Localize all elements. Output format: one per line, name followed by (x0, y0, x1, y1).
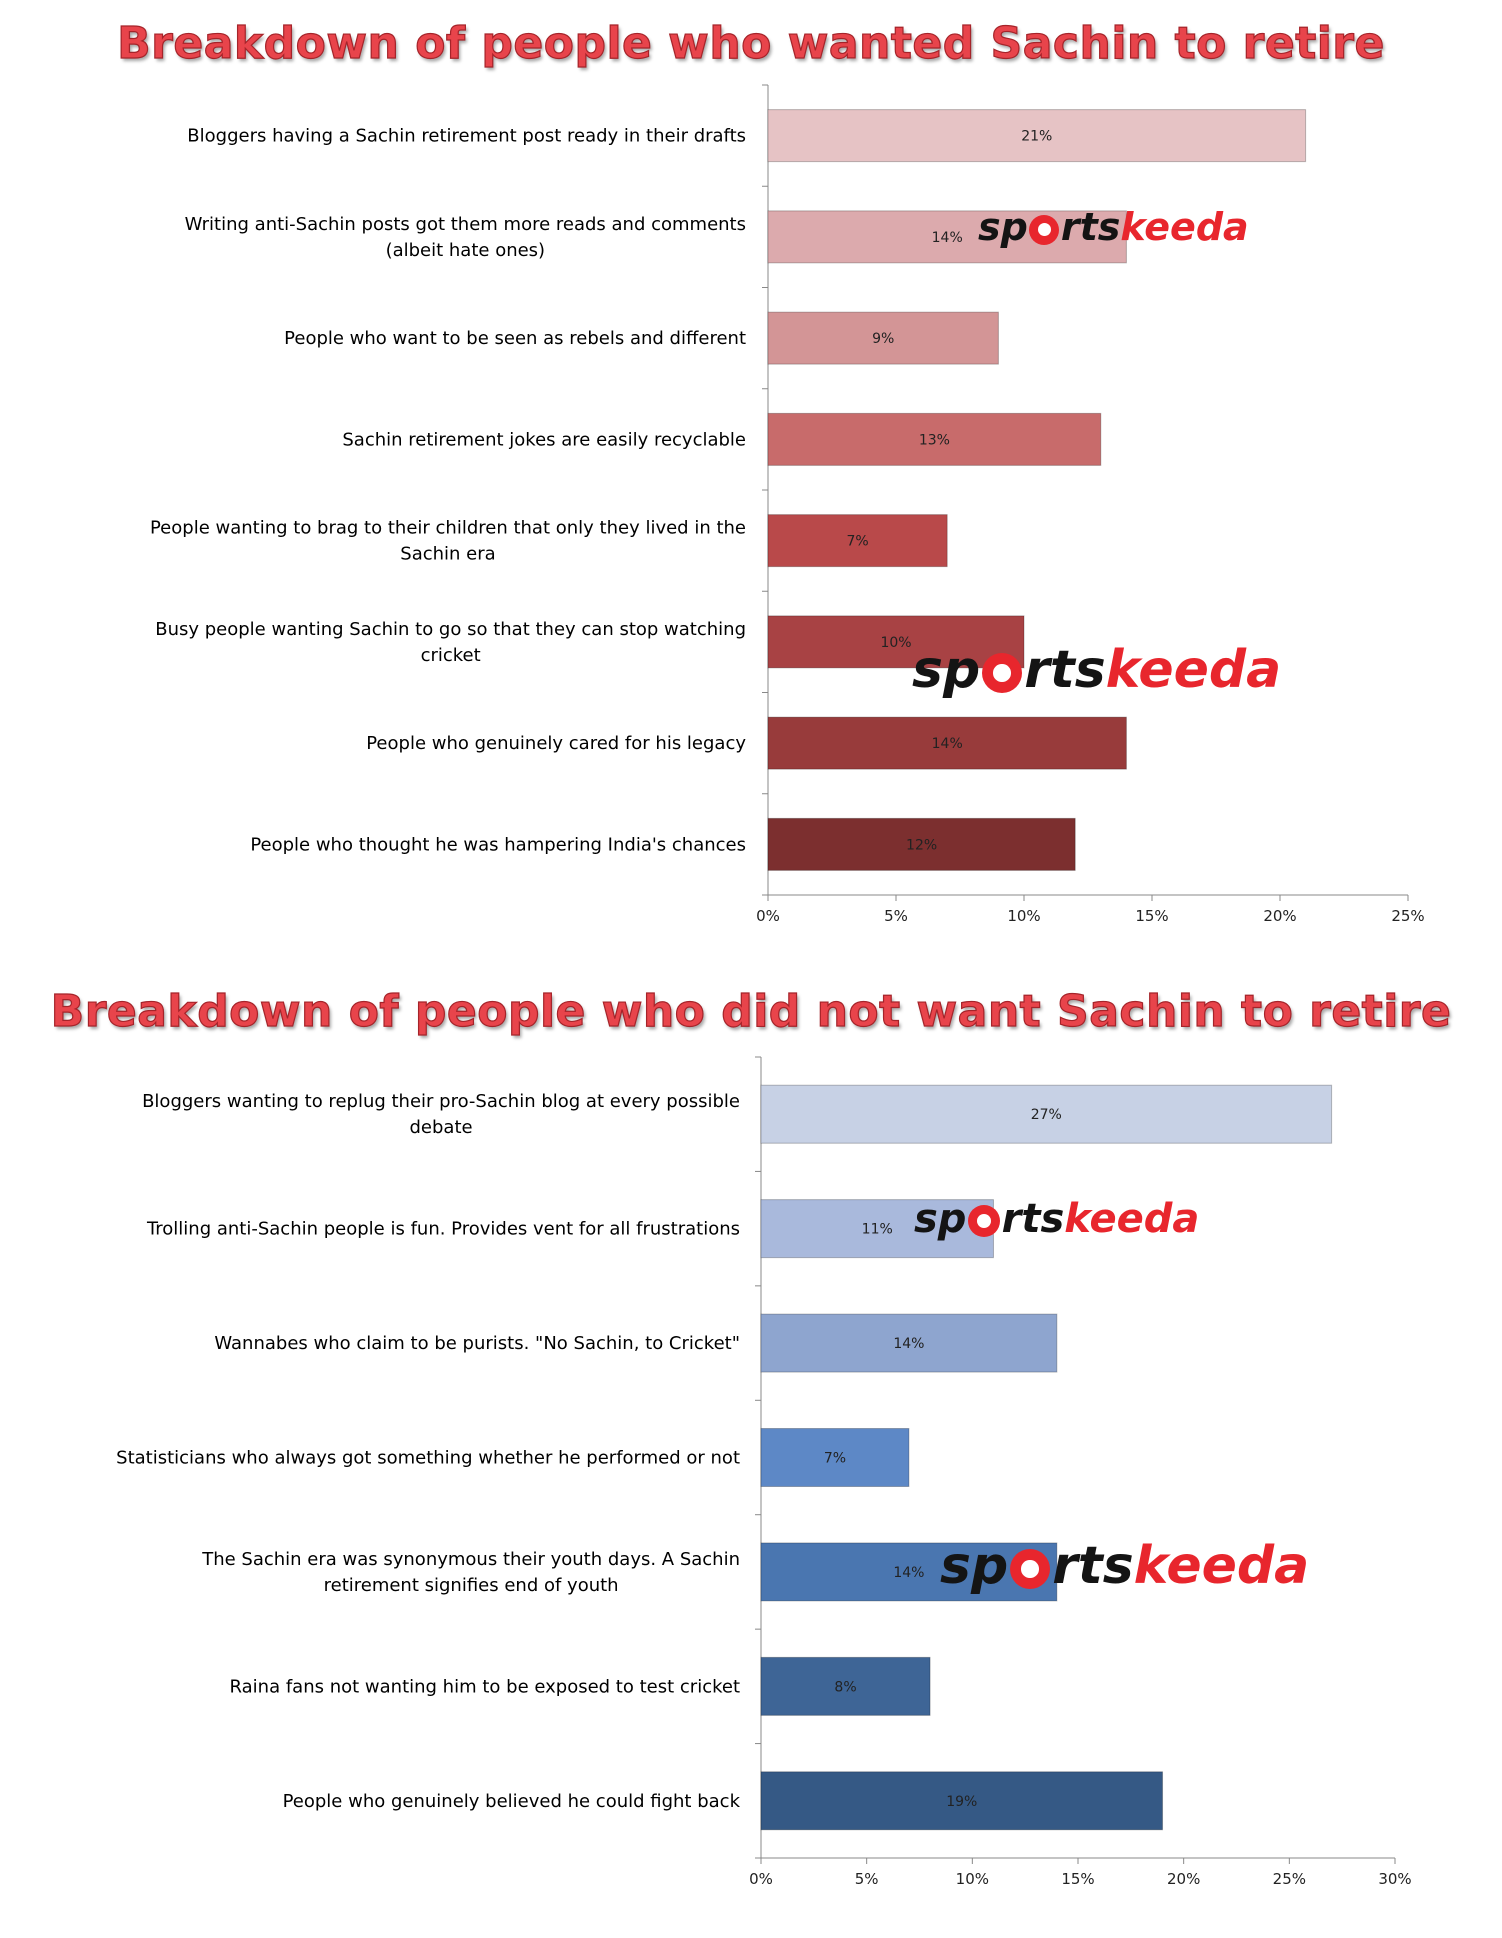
retire-data-label: 21% (1021, 129, 1052, 145)
retire-category-label: People who genuinely cared for his legac… (366, 733, 746, 754)
not-retire-category-label: The Sachin era was synonymous their yout… (201, 1549, 740, 1596)
retire-bar (767, 210, 1127, 264)
not-retire-category-label-line: The Sachin era was synonymous their yout… (201, 1549, 740, 1570)
retire-category-label-line: Busy people wanting Sachin to go so that… (155, 619, 746, 640)
not-retire-category-label: People who genuinely believed he could f… (283, 1791, 741, 1812)
not-retire-x-tick-label: 25% (1273, 1870, 1306, 1888)
retire-data-label: 14% (932, 736, 963, 752)
retire-bar (767, 109, 1307, 163)
retire-category-label-line: People who genuinely cared for his legac… (366, 733, 746, 754)
not-retire-bar (760, 1771, 1164, 1831)
not-retire-x-tick-label: 15% (1061, 1870, 1094, 1888)
retire-category-label-line: People who want to be seen as rebels and… (284, 328, 746, 349)
not-retire-data-label: 14% (893, 1565, 924, 1581)
retire-bar (767, 716, 1127, 770)
not-retire-category-label: Trolling anti-Sachin people is fun. Prov… (146, 1219, 740, 1240)
retire-data-label: 7% (846, 534, 868, 550)
retire-category-label: People who thought he was hampering Indi… (250, 834, 746, 855)
not-retire-category-label-line: Statisticians who always got something w… (116, 1448, 740, 1469)
sportskeeda-watermark-4: sp rtskeeda (940, 1536, 1310, 1596)
not-retire-category-label-line: Trolling anti-Sachin people is fun. Prov… (146, 1219, 740, 1240)
not-retire-data-label: 8% (834, 1679, 856, 1695)
retire-category-label-line: People who thought he was hampering Indi… (250, 834, 746, 855)
retire-bar (767, 311, 999, 365)
retire-x-tick-label: 5% (884, 907, 908, 925)
retire-x-tick-label: 25% (1391, 907, 1424, 925)
not-retire-x-tick-label: 0% (749, 1870, 773, 1888)
not-retire-category-label: Bloggers wanting to replug their pro-Sac… (142, 1091, 740, 1138)
sportskeeda-watermark-3: sp rtskeeda (914, 1196, 1200, 1242)
watermark-o-icon (982, 653, 1023, 693)
retire-bar (767, 817, 1076, 871)
retire-category-label: Writing anti-Sachin posts got them more … (185, 214, 746, 261)
retire-x-tick-label: 15% (1135, 907, 1168, 925)
not-retire-data-label: 11% (862, 1222, 893, 1238)
not-retire-data-label: 27% (1031, 1107, 1062, 1123)
not-retire-bar (760, 1084, 1333, 1144)
retire-data-label: 12% (906, 837, 937, 853)
not-retire-bar (760, 1199, 994, 1259)
chart-title-retire: Breakdown of people who wanted Sachin to… (117, 17, 1385, 69)
not-retire-bar (760, 1542, 1058, 1602)
not-retire-data-label: 7% (824, 1451, 846, 1467)
watermark-o-icon (1029, 214, 1060, 245)
retire-category-label-line: Bloggers having a Sachin retirement post… (187, 126, 746, 147)
watermark-o-icon (1010, 1549, 1051, 1589)
not-retire-bar (760, 1313, 1058, 1373)
retire-data-label: 14% (932, 230, 963, 246)
not-retire-x-tick-label: 10% (956, 1870, 989, 1888)
not-retire-category-label-line: debate (409, 1117, 472, 1138)
not-retire-category-label: Raina fans not wanting him to be exposed… (230, 1676, 740, 1697)
sportskeeda-watermark-1: sp rtskeeda (978, 205, 1249, 249)
not-retire-data-label: 14% (893, 1336, 924, 1352)
retire-x-tick-label: 0% (756, 907, 780, 925)
retire-category-label: Bloggers having a Sachin retirement post… (187, 126, 746, 147)
retire-x-tick-label: 10% (1007, 907, 1040, 925)
retire-bar (767, 615, 1025, 669)
not-retire-bar (760, 1428, 910, 1487)
retire-x-tick-label: 20% (1263, 907, 1296, 925)
retire-category-label-line: Sachin retirement jokes are easily recyc… (342, 429, 746, 450)
retire-category-label: Sachin retirement jokes are easily recyc… (342, 429, 746, 450)
retire-category-label-line: cricket (421, 645, 481, 666)
retire-data-label: 9% (872, 331, 894, 347)
watermark-o-icon (968, 1205, 1001, 1237)
not-retire-category-label: Wannabes who claim to be purists. "No Sa… (214, 1333, 740, 1354)
retire-category-label: People wanting to brag to their children… (150, 518, 746, 565)
retire-data-label: 13% (919, 432, 950, 448)
retire-category-label-line: People wanting to brag to their children… (150, 518, 746, 539)
not-retire-category-label-line: Wannabes who claim to be purists. "No Sa… (214, 1333, 740, 1354)
not-retire-category-label-line: Raina fans not wanting him to be exposed… (230, 1676, 740, 1697)
not-retire-category-label-line: retirement signifies end of youth (324, 1575, 619, 1596)
not-retire-x-tick-label: 5% (855, 1870, 879, 1888)
sportskeeda-watermark-2: sp rtskeeda (912, 640, 1282, 700)
retire-bar (767, 514, 948, 568)
retire-category-label-line: (albeit hate ones) (386, 240, 546, 261)
not-retire-category-label-line: People who genuinely believed he could f… (283, 1791, 741, 1812)
retire-category-label: People who want to be seen as rebels and… (284, 328, 746, 349)
not-retire-bar (760, 1656, 931, 1716)
retire-category-label: Busy people wanting Sachin to go so that… (155, 619, 746, 666)
chart-svg-retire: 0% 5% 10% 15% 20% 25% 21% Bloggers having a Sac… (150, 84, 1425, 925)
not-retire-category-label-line: Bloggers wanting to replug their pro-Sac… (142, 1091, 740, 1112)
chart-title-not-retire: Breakdown of people who did not want Sac… (50, 985, 1452, 1037)
retire-data-label: 10% (880, 635, 911, 651)
retire-bar (767, 412, 1102, 466)
not-retire-category-label: Statisticians who always got something w… (116, 1448, 740, 1469)
not-retire-x-tick-label: 20% (1167, 1870, 1200, 1888)
retire-category-label-line: Sachin era (400, 544, 495, 565)
not-retire-x-tick-label: 30% (1378, 1870, 1411, 1888)
retire-category-label-line: Writing anti-Sachin posts got them more … (185, 214, 746, 235)
not-retire-data-label: 19% (946, 1794, 977, 1810)
